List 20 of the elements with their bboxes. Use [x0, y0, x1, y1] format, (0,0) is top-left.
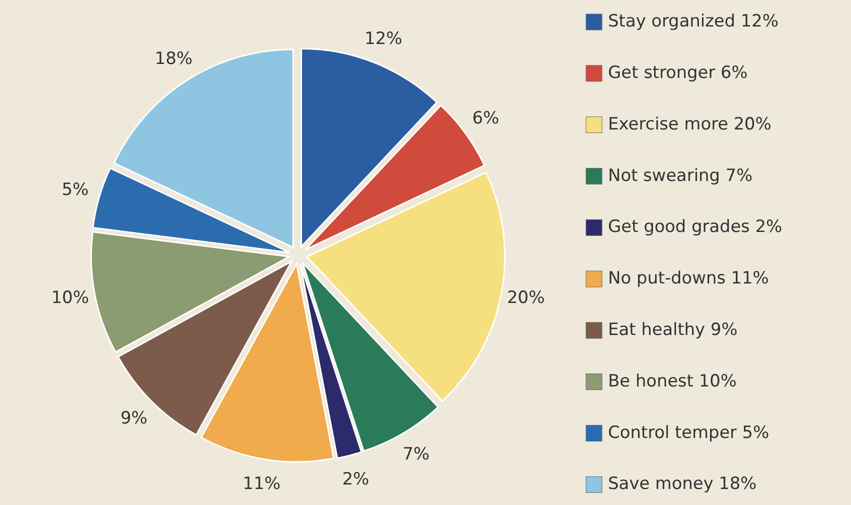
legend-label: Control temper 5% [608, 422, 770, 443]
legend-label: Save money 18% [608, 474, 757, 494]
data-label: 2% [342, 469, 370, 490]
data-label: 6% [472, 108, 500, 128]
legend-label: Be honest 10% [608, 371, 737, 392]
data-label: 20% [506, 288, 545, 308]
legend-label: Get good grades 2% [608, 217, 782, 238]
data-label: 9% [120, 408, 148, 429]
data-label: 18% [154, 48, 193, 69]
legend-label: No put-downs 11% [608, 268, 769, 289]
legend-label: Stay organized 12% [608, 12, 778, 32]
legend-label: Not swearing 7% [608, 166, 752, 186]
data-label: 7% [402, 444, 430, 464]
legend-label: Eat healthy 9% [608, 320, 738, 340]
legend-label: Exercise more 20% [608, 114, 772, 134]
data-label: 12% [364, 28, 402, 49]
data-label: 5% [62, 180, 89, 200]
legend-label: Get stronger 6% [608, 63, 748, 84]
data-label: 11% [242, 474, 281, 494]
data-label: 10% [51, 288, 90, 308]
